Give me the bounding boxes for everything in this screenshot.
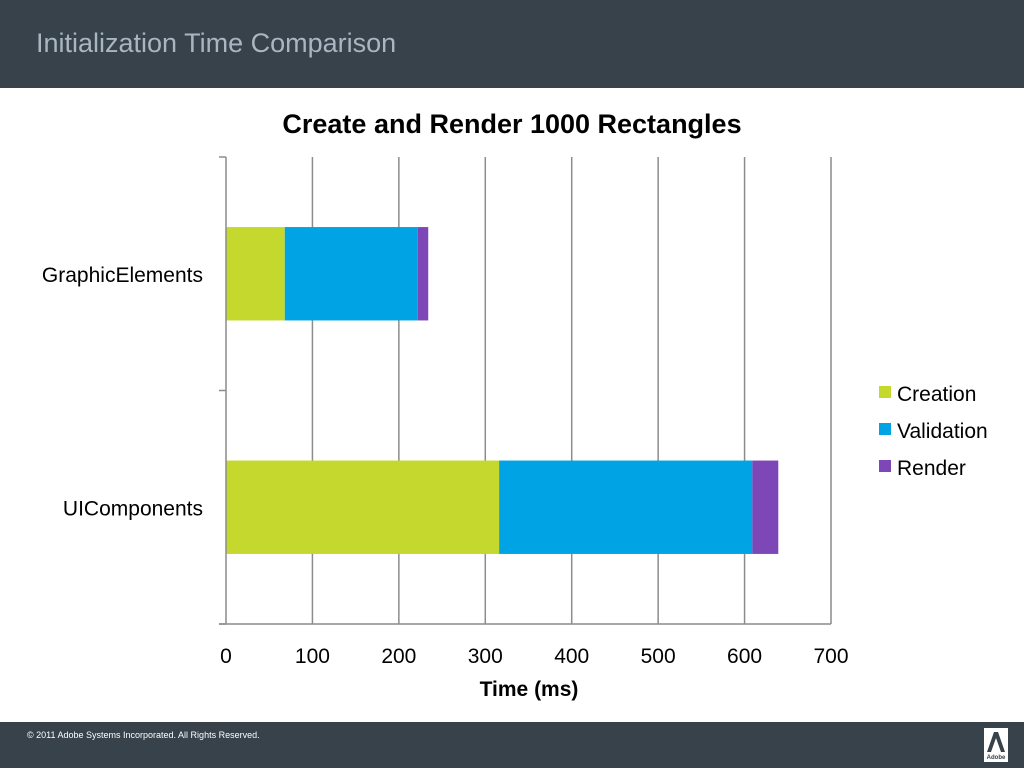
chart-axes [219, 156, 831, 625]
x-tick-label: 300 [468, 645, 503, 668]
slide-title: Initialization Time Comparison [36, 28, 397, 58]
x-tick-label: 500 [641, 645, 676, 668]
x-tick-label: 400 [554, 645, 589, 668]
x-axis-label: Time (ms) [480, 678, 579, 701]
bar-segment [752, 460, 779, 554]
bar-segment [499, 460, 753, 554]
x-tick-label: 600 [727, 645, 762, 668]
svg-text:Adobe: Adobe [987, 755, 1006, 761]
chart-title: Create and Render 1000 Rectangles [282, 109, 741, 139]
category-label: UIComponents [63, 497, 203, 520]
category-labels: GraphicElements UIComponents [42, 264, 203, 521]
slide-header: Initialization Time Comparison [0, 0, 1024, 88]
legend-swatch [879, 460, 891, 472]
legend-label: Validation [897, 420, 988, 443]
chart: Create and Render 1000 Rectangles 0 100 20… [42, 109, 988, 701]
x-tick-labels: 0 100 200 300 400 500 600 700 [220, 645, 848, 668]
bar-segment [226, 460, 500, 554]
copyright-text: © 2011 Adobe Systems Incorporated. All R… [27, 730, 260, 740]
category-label: GraphicElements [42, 264, 203, 287]
bar-segment [284, 227, 418, 321]
slide-footer: © 2011 Adobe Systems Incorporated. All R… [0, 722, 1024, 768]
adobe-logo: Adobe [984, 728, 1008, 762]
legend-label: Render [897, 457, 966, 480]
legend-label: Creation [897, 383, 976, 406]
legend-swatch [879, 386, 891, 398]
legend-swatch [879, 423, 891, 435]
bar-segment [226, 227, 285, 321]
x-tick-label: 100 [295, 645, 330, 668]
bar-segment [417, 227, 429, 321]
chart-bars [226, 227, 779, 554]
x-tick-label: 700 [813, 645, 848, 668]
chart-legend: Creation Validation Render [879, 383, 988, 480]
x-tick-label: 200 [381, 645, 416, 668]
x-tick-label: 0 [220, 645, 232, 668]
